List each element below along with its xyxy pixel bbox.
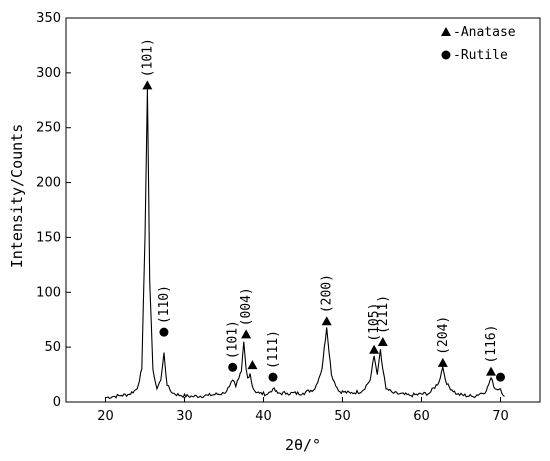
x-tick-label: 70 [492,409,509,424]
x-axis-label: 2θ/° [285,436,321,454]
x-tick-label: 60 [413,409,430,424]
anatase-peak-marker [486,366,497,376]
rutile-peak-marker [228,362,238,372]
legend-label: -Rutile [453,48,508,63]
peak-label: (200) [320,274,335,313]
y-tick-label: 0 [53,395,61,410]
y-tick-label: 100 [36,285,61,300]
anatase-peak-marker [241,329,252,339]
plot-frame [65,17,541,403]
peak-label: (111) [266,330,281,369]
y-tick-label: 150 [36,230,61,245]
y-tick-label: 50 [44,340,61,355]
rutile-peak-marker [159,327,169,337]
rutile-peak-marker [496,372,505,382]
legend: -Anatase -Rutile [441,25,516,63]
anatase-peak-marker [369,344,380,354]
anatase-peak-marker [321,316,332,326]
y-tick-label: 250 [36,121,61,136]
rutile-peak-marker [268,372,278,382]
y-tick-label: 300 [36,66,61,81]
x-tick-label: 40 [255,409,272,424]
x-tick-label: 50 [334,409,351,424]
x-tick-label: 30 [176,409,193,424]
x-tick-label: 20 [97,409,114,424]
legend-triangle-icon [441,27,451,36]
peak-label: (116) [484,325,499,364]
x-axis: 20 30 40 50 60 70 [97,397,509,424]
anatase-peak-marker [437,357,448,367]
y-tick-label: 350 [36,11,61,26]
y-tick-label: 200 [36,176,61,191]
peak-label: (110) [157,285,172,324]
peak-label: (101) [226,320,241,359]
legend-label: -Anatase [453,25,516,40]
anatase-peak-marker [142,80,153,90]
peak-label: (204) [436,316,451,355]
anatase-peak-marker [377,337,388,347]
legend-circle-icon [441,50,451,60]
y-axis: 0 50 100 150 200 250 300 350 [36,11,71,410]
y-axis-label: Intensity/Counts [8,124,26,269]
peak-label: (101) [140,38,155,77]
anatase-peak-marker [247,360,258,370]
peak-label: (105) [367,303,382,342]
peak-markers: (101)(110)(101)(004)(111)(200)(105)(211)… [140,38,505,382]
peak-label: (004) [239,287,254,326]
peak-label: (211) [376,295,391,334]
xrd-pattern-line [105,89,505,400]
